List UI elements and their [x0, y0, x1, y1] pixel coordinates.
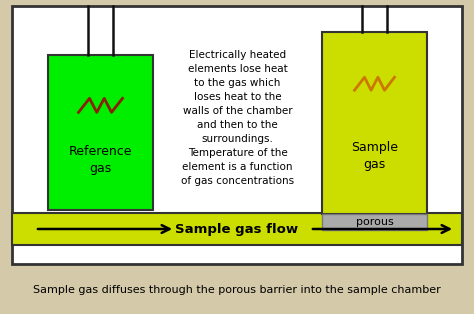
Text: Sample gas diffuses through the porous barrier into the sample chamber: Sample gas diffuses through the porous b…: [33, 285, 441, 295]
Bar: [48, 55, 153, 210]
Text: Sample gas flow: Sample gas flow: [175, 223, 299, 236]
Bar: [12, 6, 462, 264]
Text: Sample
gas: Sample gas: [351, 141, 398, 171]
Text: porous: porous: [356, 217, 393, 227]
Text: Reference
gas: Reference gas: [69, 145, 132, 176]
Text: Electrically heated
elements lose heat
to the gas which
loses heat to the
walls : Electrically heated elements lose heat t…: [181, 50, 294, 186]
Bar: [322, 214, 427, 230]
Bar: [322, 32, 427, 214]
Bar: [12, 213, 462, 245]
